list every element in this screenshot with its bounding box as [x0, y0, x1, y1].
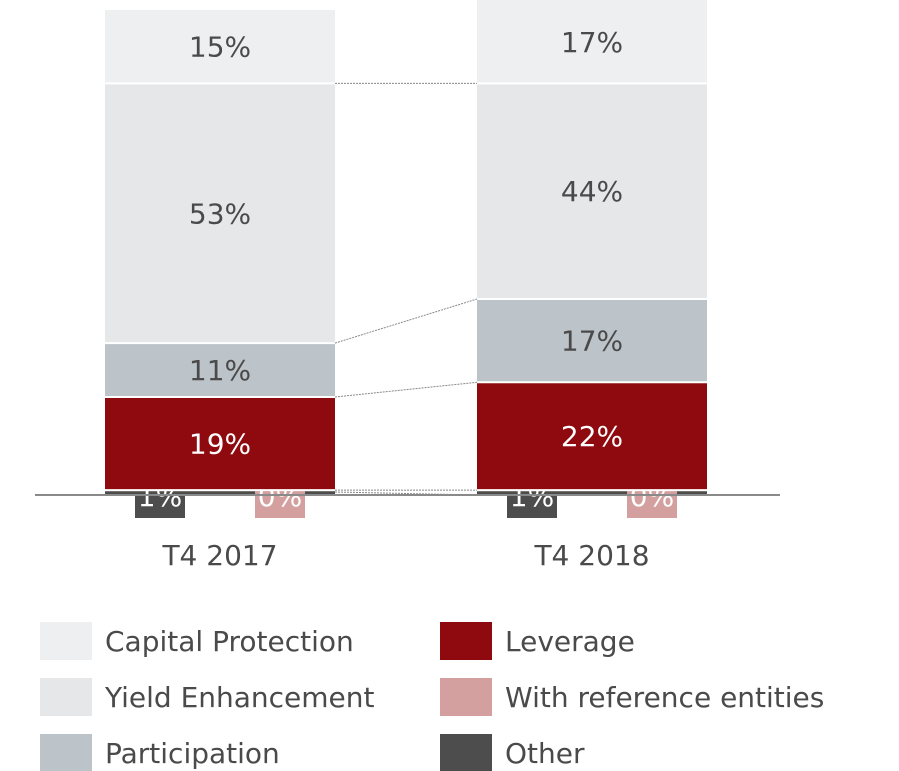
bar-segment [477, 299, 707, 383]
connector [334, 298, 478, 344]
value-label: 44% [561, 175, 623, 208]
legend-swatch [40, 622, 92, 660]
legend-label: Leverage [505, 625, 635, 658]
value-label: 53% [189, 197, 251, 230]
value-label: 22% [561, 420, 623, 453]
legend-label: Yield Enhancement [104, 681, 375, 714]
value-label: 15% [189, 31, 251, 64]
value-label: 11% [189, 354, 251, 387]
x-tick-label: T4 2018 [533, 539, 649, 572]
bar-segment [105, 490, 335, 495]
bar-segment [105, 343, 335, 397]
bar-segment [477, 0, 707, 84]
value-label: 17% [561, 325, 623, 358]
bar-segment [477, 382, 707, 491]
legend-swatch [440, 734, 492, 771]
bar-segment [105, 83, 335, 344]
bar-segment [477, 83, 707, 300]
connector [334, 381, 478, 398]
legend-label: With reference entities [505, 681, 824, 714]
bar-segment [105, 397, 335, 491]
legend-swatch [440, 678, 492, 716]
legend-label: Capital Protection [105, 625, 354, 658]
legend-label: Participation [105, 737, 280, 770]
legend-label: Other [505, 737, 585, 770]
legend-swatch [40, 734, 92, 771]
legend-swatch [40, 678, 92, 716]
legend-swatch [440, 622, 492, 660]
bar-segment [105, 9, 335, 84]
x-tick-label: T4 2017 [161, 539, 277, 572]
value-label: 17% [561, 26, 623, 59]
bar-segment [477, 490, 707, 495]
value-label: 19% [189, 428, 251, 461]
